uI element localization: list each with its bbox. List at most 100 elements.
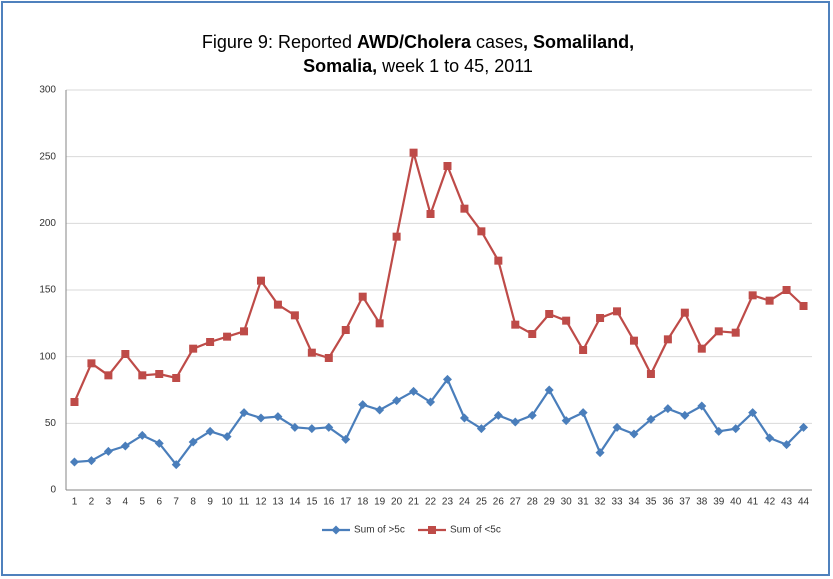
point (731, 328, 740, 337)
title-part: cases (471, 32, 523, 52)
x-tick-label: 39 (713, 497, 725, 508)
point (765, 296, 774, 305)
point (596, 314, 605, 322)
y-tick-label: 50 (45, 418, 57, 429)
point (409, 386, 419, 396)
x-tick-label: 10 (222, 497, 234, 508)
legend-label: Sum of <5c (450, 525, 501, 536)
x-tick-label: 17 (340, 497, 352, 508)
x-tick-label: 29 (544, 497, 556, 508)
point (527, 410, 537, 420)
point (510, 417, 520, 427)
x-tick-label: 12 (255, 497, 267, 508)
point (324, 422, 334, 432)
point (477, 227, 486, 236)
point (663, 404, 673, 414)
point (307, 348, 316, 357)
x-tick-label: 8 (190, 497, 196, 508)
point (155, 370, 164, 378)
x-tick-label: 13 (272, 497, 284, 508)
point (256, 276, 265, 285)
point (358, 292, 367, 301)
title-part: , Somaliland, (523, 32, 634, 52)
x-tick-label: 26 (493, 497, 505, 508)
x-tick-label: 33 (611, 497, 623, 508)
point (714, 426, 724, 436)
x-tick-label: 5 (140, 497, 146, 508)
x-tick-label: 23 (442, 497, 454, 508)
point (646, 414, 656, 424)
x-tick-label: 38 (696, 497, 708, 508)
point (562, 316, 571, 325)
point (273, 412, 283, 422)
x-tick-label: 36 (662, 497, 674, 508)
x-tick-label: 30 (561, 497, 573, 508)
x-tick-label: 3 (106, 497, 112, 508)
x-tick-label: 15 (306, 497, 318, 508)
point (544, 385, 554, 395)
x-tick-label: 2 (89, 497, 95, 508)
point (70, 398, 79, 406)
x-tick-label: 19 (374, 497, 386, 508)
point (171, 460, 181, 470)
point (459, 413, 469, 423)
point (240, 327, 249, 336)
x-tick-label: 32 (595, 497, 607, 508)
x-tick-label: 41 (747, 497, 759, 508)
x-tick-label: 14 (289, 497, 301, 508)
point (561, 416, 571, 426)
point (476, 424, 486, 434)
chart-title: Somalia, week 1 to 45, 2011 (303, 56, 533, 76)
point (206, 338, 215, 346)
x-tick-label: 34 (628, 497, 640, 508)
x-tick-label: 27 (510, 497, 522, 508)
point (273, 300, 282, 309)
point (256, 413, 266, 423)
point (697, 401, 707, 411)
x-tick-label: 6 (156, 497, 162, 508)
point (86, 456, 96, 466)
point (613, 307, 622, 316)
point (239, 408, 249, 418)
point (392, 396, 402, 406)
point (223, 332, 232, 341)
point (697, 344, 706, 353)
x-tick-label: 31 (578, 497, 590, 508)
x-tick-label: 44 (798, 497, 810, 508)
point (426, 210, 435, 218)
point (493, 410, 503, 420)
point (307, 424, 317, 434)
x-tick-label: 42 (764, 497, 776, 508)
point (290, 311, 299, 320)
point (121, 350, 130, 358)
x-tick-label: 22 (425, 497, 437, 508)
point (646, 370, 655, 378)
x-tick-label: 1 (72, 497, 78, 508)
point (426, 397, 436, 407)
y-tick-label: 150 (39, 285, 56, 296)
point (629, 336, 638, 345)
x-tick-label: 24 (459, 497, 471, 508)
x-tick-label: 35 (645, 497, 657, 508)
legend-label: Sum of >5c (354, 525, 405, 536)
point (189, 344, 198, 353)
point (87, 359, 96, 368)
point (460, 204, 469, 213)
y-tick-label: 250 (39, 151, 56, 162)
x-tick-label: 9 (207, 497, 213, 508)
title-part: Somalia, (303, 56, 377, 76)
legend-marker (331, 525, 341, 535)
point (69, 457, 79, 467)
y-tick-label: 200 (39, 218, 56, 229)
point (731, 424, 741, 434)
point (612, 422, 622, 432)
x-tick-label: 7 (173, 497, 179, 508)
title-part: Figure 9: Reported (202, 32, 357, 52)
point (595, 448, 605, 458)
x-tick-label: 28 (527, 497, 539, 508)
x-tick-label: 20 (391, 497, 403, 508)
point (103, 446, 113, 456)
chart-title: Figure 9: Reported AWD/Cholera cases, So… (202, 32, 634, 52)
